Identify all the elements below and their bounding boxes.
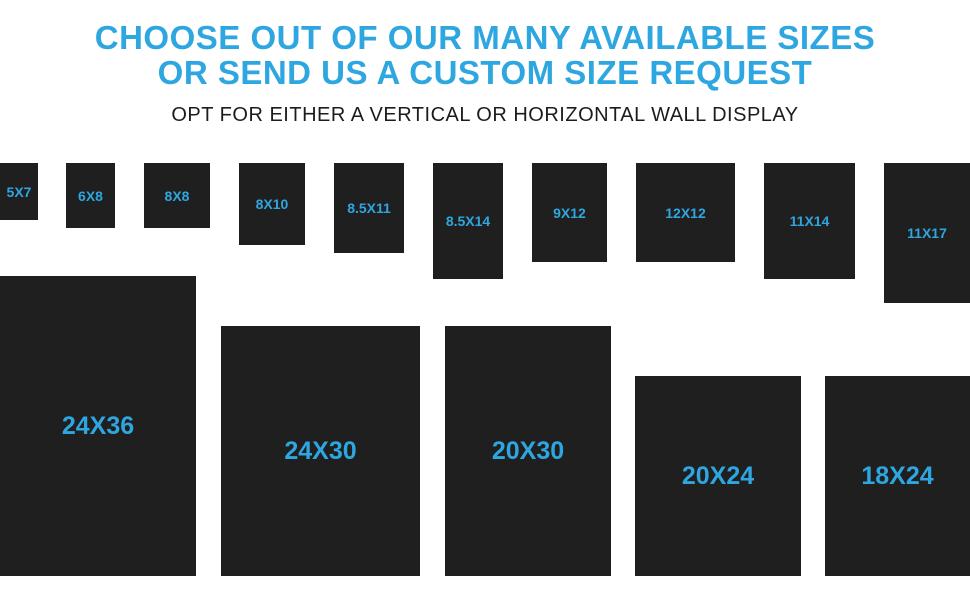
size-frame-24x36: 24X36 <box>0 276 196 576</box>
size-label: 8X10 <box>255 196 289 212</box>
size-frame-20x24: 20X24 <box>635 376 801 576</box>
headline-line-2: OR SEND US A CUSTOM SIZE REQUEST <box>157 54 813 91</box>
size-frame-18x24: 18X24 <box>825 376 970 576</box>
size-frame-8-5x11: 8.5X11 <box>334 163 404 253</box>
size-frame-12x12: 12X12 <box>636 163 735 262</box>
headline-line-1: CHOOSE OUT OF OUR MANY AVAILABLE SIZES <box>94 19 876 56</box>
size-frame-24x30: 24X30 <box>221 326 420 576</box>
size-frame-11x17: 11X17 <box>884 163 970 303</box>
size-frame-9x12: 9X12 <box>532 163 607 262</box>
size-label: 18X24 <box>861 461 934 490</box>
size-label: 12X12 <box>665 204 706 221</box>
size-frame-20x30: 20X30 <box>445 326 611 576</box>
size-label: 5X7 <box>6 183 32 200</box>
size-label: 9X12 <box>553 204 586 221</box>
size-label: 20X30 <box>491 436 565 465</box>
subheadline: OPT FOR EITHER A VERTICAL OR HORIZONTAL … <box>171 104 799 126</box>
size-frame-8x8: 8X8 <box>144 163 210 228</box>
size-label: 8X8 <box>164 187 190 204</box>
size-label: 11X17 <box>907 225 947 241</box>
size-frame-11x14: 11X14 <box>764 163 855 279</box>
size-label: 8.5X14 <box>445 213 491 229</box>
size-frame-6x8: 6X8 <box>66 163 115 228</box>
size-label: 24X36 <box>61 411 135 440</box>
size-label: 24X30 <box>284 436 357 465</box>
size-label: 8.5X11 <box>347 200 391 216</box>
size-label: 6X8 <box>78 187 103 204</box>
size-frame-8-5x14: 8.5X14 <box>433 163 503 279</box>
size-label: 20X24 <box>681 461 755 490</box>
size-frame-5x7: 5X7 <box>0 163 38 220</box>
size-label: 11X14 <box>789 213 830 229</box>
size-frame-8x10: 8X10 <box>239 163 305 245</box>
